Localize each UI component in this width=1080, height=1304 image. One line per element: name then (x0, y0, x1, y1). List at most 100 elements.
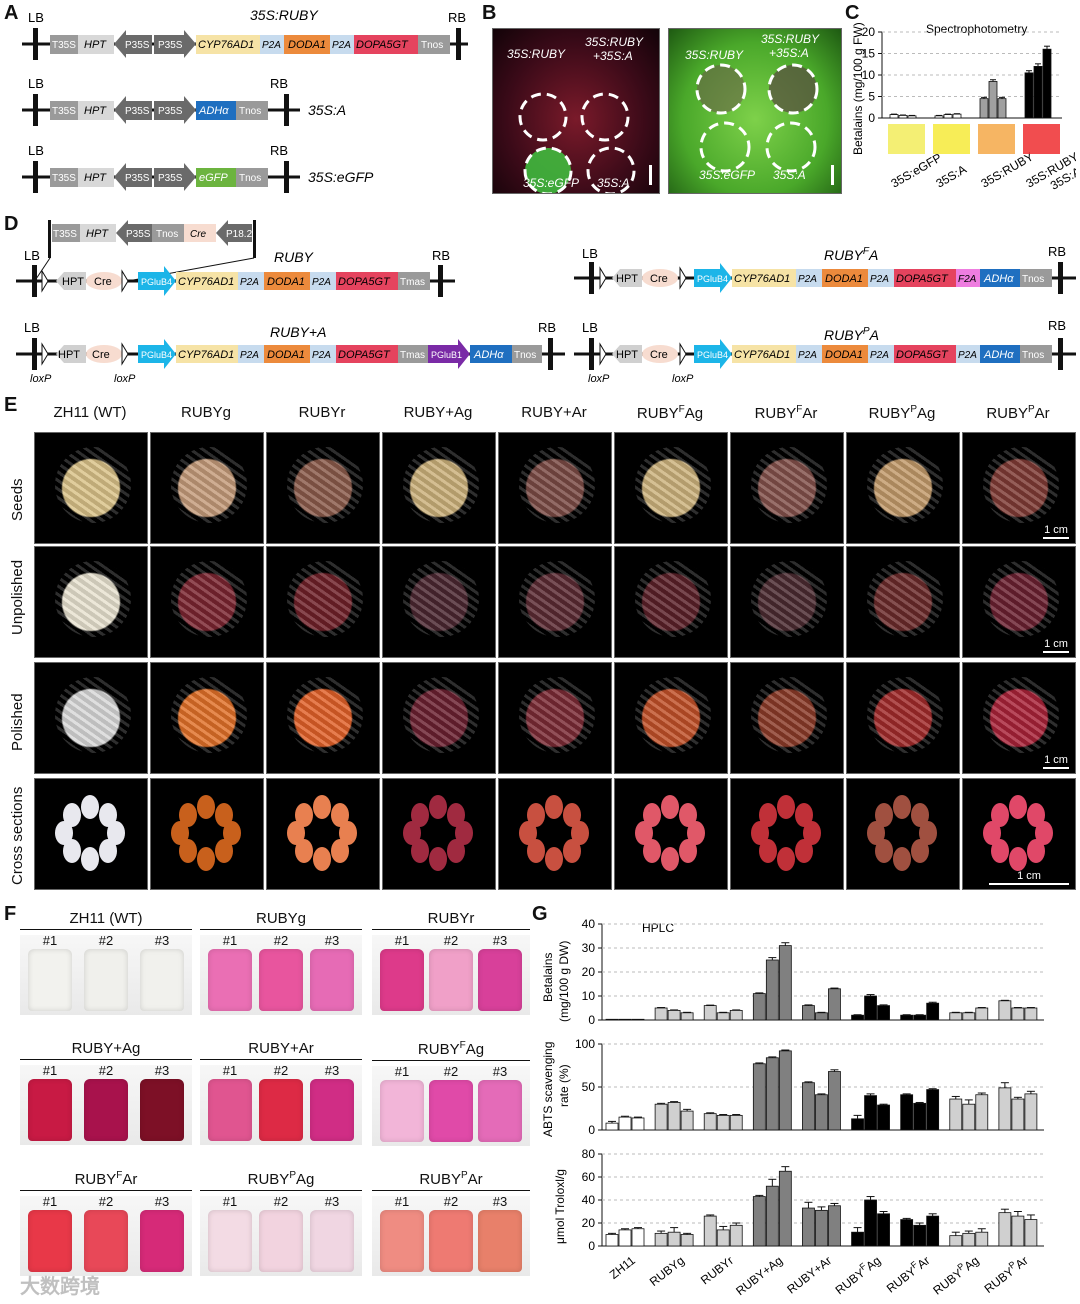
svg-text:LB: LB (582, 246, 598, 261)
bar (898, 115, 908, 119)
vial-number: #3 (492, 933, 508, 948)
scale-bar: 1 cm (1043, 754, 1069, 769)
bar (962, 1103, 976, 1131)
bar (703, 1215, 717, 1247)
svg-text:DOPA5GT: DOPA5GT (338, 276, 391, 288)
vial (310, 1210, 354, 1272)
bar (900, 1014, 914, 1021)
svg-text:Tnos: Tnos (156, 229, 178, 240)
svg-text:eGFP: eGFP (199, 172, 228, 184)
vial-number: #1 (42, 933, 58, 948)
vial-number: #3 (324, 1063, 340, 1078)
bar (1042, 48, 1052, 119)
svg-text:35S:A: 35S:A (597, 176, 630, 190)
svg-text:RB: RB (538, 320, 556, 335)
leaf-photo-brightfield: 35S:RUBY 35S:RUBY +35S:A 35S:eGFP 35S:A (668, 28, 842, 194)
vial (380, 949, 424, 1011)
vial-group: ZH11 (WT) #1 #2 #3 (20, 910, 192, 1015)
bar (815, 1094, 828, 1131)
svg-text:CYP76AD1: CYP76AD1 (178, 349, 234, 361)
seed-photo (150, 432, 264, 544)
bar (926, 1089, 940, 1131)
panel-a-constructs: LB RB 35S:RUBY T35S HPT P35S P35S CYP76A… (22, 7, 468, 193)
vial (140, 1210, 184, 1272)
svg-text:ADHα: ADHα (983, 273, 1014, 285)
bar (1024, 1007, 1038, 1021)
vial (478, 1210, 522, 1272)
seed-photo: 1 cm (962, 546, 1076, 658)
panel-label-e: E (4, 394, 18, 416)
bar (1033, 66, 1043, 119)
column-label: RUBY+Ar (521, 404, 587, 421)
vial-number: #1 (222, 1063, 238, 1078)
svg-text:RB: RB (270, 143, 288, 158)
bar (716, 1012, 730, 1021)
y-tick-label: 20 (862, 25, 876, 39)
vial-number: #2 (98, 1194, 114, 1209)
scale-bar: 1 cm (989, 870, 1069, 885)
bar (962, 1232, 976, 1247)
vial-group: RUBYFAr #1 #2 #3 (20, 1170, 192, 1276)
vial-number: #1 (222, 1194, 238, 1209)
vial-number: #2 (443, 933, 459, 948)
svg-text:RUBY: RUBY (274, 249, 315, 265)
vial (84, 949, 128, 1011)
bar (1024, 72, 1034, 119)
svg-text:35S:eGFP: 35S:eGFP (523, 176, 579, 190)
seed-photo (730, 662, 844, 774)
svg-text:DOPA5GT: DOPA5GT (896, 273, 949, 285)
construct-ruby-p-a: LB RB RUBYPA loxP HPT Cre loxP PGluB4 CY… (574, 318, 1076, 385)
seed-photo (382, 778, 496, 890)
svg-text:35S:RUBY: 35S:RUBY (685, 48, 744, 62)
vial (140, 949, 184, 1011)
vial-number: #1 (394, 1064, 410, 1079)
x-tick-label: RUBYFAg (831, 1252, 883, 1298)
column-label: RUBYFAr (754, 404, 818, 422)
bar (900, 1094, 914, 1131)
seed-photo (614, 546, 728, 658)
seed-photo (498, 432, 612, 544)
vial-group: RUBYPAr #1 #2 #3 (372, 1170, 530, 1276)
svg-text:+35S:A: +35S:A (593, 49, 633, 63)
panel-f-vials: ZH11 (WT) #1 #2 #3 RUBYg #1 #2 #3 RUBYr #1 #2 #3 RUB… (0, 906, 530, 1304)
svg-text:rate (%): rate (%) (557, 1064, 571, 1107)
bar (877, 1104, 890, 1131)
vial (208, 1079, 252, 1141)
y-tick-label: 50 (582, 1080, 596, 1094)
vial-number: #2 (273, 1194, 289, 1209)
column-label: RUBYPAr (986, 404, 1050, 422)
bar (943, 114, 953, 119)
svg-text:Cre: Cre (94, 276, 112, 288)
vial-number: #1 (42, 1194, 58, 1209)
x-tick-label: 35S:eGFP (889, 150, 945, 190)
vial-number: #3 (154, 1063, 170, 1078)
svg-text:CYP76AD1: CYP76AD1 (178, 276, 234, 288)
bar (949, 1235, 963, 1247)
bar (729, 1114, 743, 1131)
svg-text:Cre: Cre (650, 273, 668, 285)
vial-number: #1 (394, 933, 410, 948)
svg-text:35S:RUBY: 35S:RUBY (761, 32, 820, 46)
svg-text:+35S:A: +35S:A (769, 46, 809, 60)
bar (765, 1185, 779, 1247)
construct-ruby-a: LB RB RUBY+A loxP HPT Cre loxP PGluB4 CY… (16, 320, 565, 385)
bar (907, 115, 917, 119)
bar (975, 1231, 989, 1247)
svg-text:P2A: P2A (798, 274, 817, 285)
seed-photo (34, 432, 148, 544)
x-tick-label: RUBY+Ag (733, 1253, 785, 1298)
vial-group-title: RUBYr (372, 910, 530, 930)
svg-text:PGluB4: PGluB4 (697, 274, 728, 284)
svg-text:CYP76AD1: CYP76AD1 (198, 39, 254, 51)
bar (962, 1012, 976, 1021)
seed-photo (34, 546, 148, 658)
x-tick-label: 35S:A (934, 162, 969, 190)
svg-text:Tnos: Tnos (239, 106, 261, 117)
svg-text:CYP76AD1: CYP76AD1 (734, 273, 790, 285)
bar (997, 98, 1007, 119)
svg-text:HPT: HPT (84, 105, 107, 117)
vial (208, 949, 252, 1011)
seed-photo (730, 778, 844, 890)
x-tick-label: RUBYFAr (883, 1252, 933, 1296)
bar (828, 988, 841, 1021)
